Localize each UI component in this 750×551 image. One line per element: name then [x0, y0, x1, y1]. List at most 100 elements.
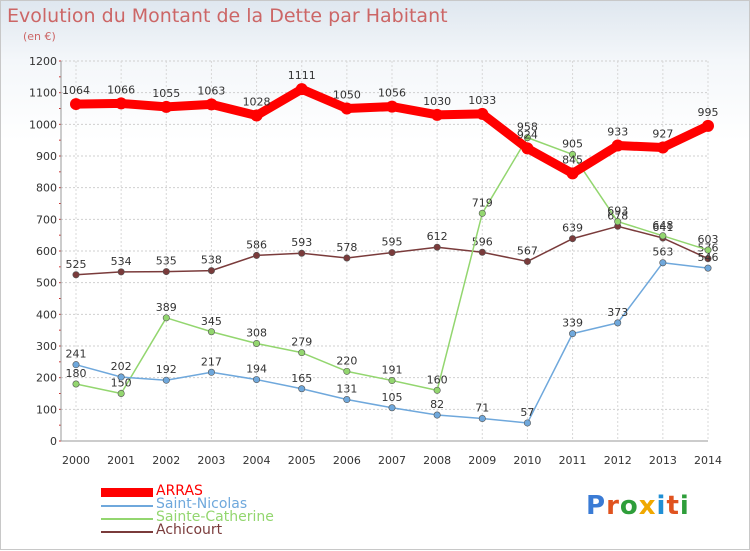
data-label: 1055 [152, 87, 180, 100]
data-point [117, 268, 125, 276]
data-point [70, 98, 82, 111]
data-point [343, 254, 351, 262]
data-label: 596 [472, 235, 493, 248]
data-label: 641 [652, 221, 673, 234]
data-label: 57 [520, 406, 534, 419]
data-point [659, 232, 667, 240]
data-label: 339 [562, 317, 583, 330]
data-label: 220 [336, 354, 357, 367]
data-label: 373 [607, 306, 628, 319]
data-point [115, 97, 128, 110]
data-label: 1066 [107, 83, 135, 96]
y-tick-label: 0 [50, 435, 57, 448]
data-label: 595 [382, 236, 403, 249]
x-tick-label: 2005 [288, 454, 316, 467]
data-label: 1028 [243, 95, 271, 108]
data-point [478, 248, 486, 256]
data-point [250, 109, 263, 122]
x-tick-label: 2004 [243, 454, 271, 467]
data-label: 165 [291, 372, 312, 385]
legend-swatch [101, 531, 153, 533]
data-point [523, 419, 531, 427]
data-point [72, 380, 80, 388]
data-label: 535 [156, 255, 177, 268]
data-label: 71 [475, 402, 489, 415]
data-point [611, 139, 624, 152]
data-point [614, 319, 622, 327]
data-label: 191 [382, 364, 403, 377]
data-label: 563 [652, 246, 673, 259]
y-tick-label: 1000 [29, 118, 57, 131]
data-label: 648 [652, 219, 673, 232]
data-label: 192 [156, 363, 177, 376]
data-point [298, 385, 306, 393]
data-point [117, 373, 125, 381]
logo-letter: t [666, 491, 680, 521]
data-label: 995 [698, 106, 719, 119]
x-tick-label: 2003 [197, 454, 225, 467]
data-label: 927 [652, 127, 673, 140]
x-tick-label: 2008 [423, 454, 451, 467]
data-point [340, 102, 353, 115]
data-label: 586 [246, 238, 267, 251]
data-point [523, 134, 531, 142]
data-point [614, 218, 622, 226]
x-tick-label: 2007 [378, 454, 406, 467]
data-label: 105 [382, 391, 403, 404]
x-tick-label: 2014 [694, 454, 722, 467]
x-tick-label: 2001 [107, 454, 135, 467]
data-label: 1063 [197, 84, 225, 97]
data-label: 194 [246, 363, 267, 376]
data-label: 82 [430, 398, 444, 411]
data-point [160, 100, 173, 113]
legend-label: ARRAS [156, 483, 203, 499]
data-point [117, 389, 125, 397]
data-point [343, 396, 351, 404]
y-tick-label: 800 [36, 182, 57, 195]
data-label: 180 [66, 367, 87, 380]
x-tick-label: 2012 [604, 454, 632, 467]
data-point [476, 107, 489, 120]
data-point [569, 235, 577, 243]
chart-subtitle: (en €) [23, 30, 56, 43]
data-label: 131 [336, 383, 357, 396]
data-label: 217 [201, 355, 222, 368]
data-point [388, 404, 396, 412]
legend-swatch [101, 505, 153, 507]
x-tick-label: 2006 [333, 454, 361, 467]
data-point [478, 209, 486, 217]
x-tick-label: 2010 [513, 454, 541, 467]
data-point [704, 264, 712, 272]
data-label: 241 [66, 348, 87, 361]
data-point [298, 349, 306, 357]
data-point [433, 243, 441, 251]
data-label: 525 [66, 258, 87, 271]
data-point [569, 150, 577, 158]
data-point [569, 330, 577, 338]
data-label: 308 [246, 326, 267, 339]
chart-title: Evolution du Montant de la Dette par Hab… [7, 5, 448, 27]
x-tick-label: 2000 [62, 454, 90, 467]
legend-swatch [101, 488, 153, 497]
data-label: 639 [562, 222, 583, 235]
x-tick-label: 2002 [152, 454, 180, 467]
data-point [386, 100, 398, 113]
data-point [207, 368, 215, 376]
data-point [702, 119, 714, 132]
x-tick-label: 2011 [559, 454, 587, 467]
proxiti-logo: Proxiti [586, 491, 690, 521]
data-point [566, 167, 579, 180]
y-tick-label: 600 [36, 245, 57, 258]
data-label: 1056 [378, 87, 406, 100]
data-label: 924 [517, 128, 538, 141]
data-point [431, 108, 444, 121]
data-label: 546 [698, 251, 719, 264]
data-point [388, 249, 396, 257]
data-label: 593 [291, 236, 312, 249]
data-point [704, 255, 712, 263]
data-label: 160 [427, 373, 448, 386]
data-label: 534 [111, 255, 132, 268]
logo-letter: r [606, 491, 620, 521]
